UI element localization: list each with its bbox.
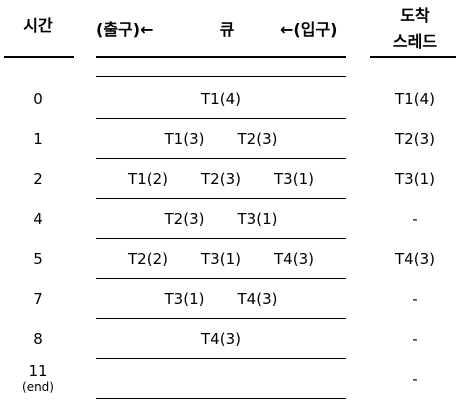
- queue-item: T2(3): [237, 130, 278, 148]
- queue-row: T2(3) T3(1): [96, 210, 346, 230]
- time-cell: 2: [33, 170, 43, 188]
- queue-item: T3(1): [201, 250, 241, 268]
- queue-row-divider: [96, 198, 346, 199]
- arrival-cell: -: [412, 290, 418, 308]
- queue-row: T3(1) T4(3): [96, 290, 346, 310]
- queue-item: T1(4): [201, 90, 241, 108]
- time-cell: 1: [33, 130, 43, 148]
- time-header-underline: [4, 56, 74, 58]
- queue-row-divider: [96, 278, 346, 279]
- arrival-cell: T3(1): [395, 170, 435, 188]
- queue-row: T4(3): [96, 330, 346, 350]
- arrival-cell: -: [412, 330, 418, 348]
- queue-item: T3(1): [164, 290, 205, 308]
- queue-item: T4(3): [237, 290, 278, 308]
- time-end-note: (end): [22, 380, 54, 394]
- time-header: 시간: [23, 16, 53, 35]
- queue-item: T1(3): [164, 130, 205, 148]
- arrival-header-line2: 스레드: [392, 32, 438, 51]
- queue-exit-label: (출구)←: [96, 20, 154, 39]
- queue-row-divider: [96, 318, 346, 319]
- time-cell: 8: [33, 330, 43, 348]
- queue-row: [96, 370, 346, 390]
- arrival-cell: -: [412, 370, 418, 388]
- queue-item: T4(3): [201, 330, 241, 348]
- arrival-header-underline: [370, 56, 456, 58]
- time-cell: 7: [33, 290, 43, 308]
- queue-item: T3(1): [274, 170, 314, 188]
- queue-entry-label: ←(입구): [280, 20, 338, 39]
- queue-top-border: [96, 76, 346, 77]
- queue-item: T2(2): [128, 250, 168, 268]
- arrival-header-line1: 도착: [400, 6, 430, 25]
- queue-row: T1(4): [96, 90, 346, 110]
- queue-item: T3(1): [237, 210, 278, 228]
- queue-item: T4(3): [274, 250, 314, 268]
- time-cell: 4: [33, 210, 43, 228]
- arrival-cell: -: [412, 210, 418, 228]
- queue-row-divider: [96, 158, 346, 159]
- queue-header: 큐: [219, 20, 235, 39]
- queue-row-divider: [96, 118, 346, 119]
- queue-item: T2(3): [201, 170, 241, 188]
- time-cell: 11: [28, 362, 48, 380]
- arrival-cell: T1(4): [395, 90, 435, 108]
- queue-row: T2(2) T3(1) T4(3): [96, 250, 346, 270]
- queue-row: T1(2) T2(3) T3(1): [96, 170, 346, 190]
- queue-header-underline: [96, 56, 346, 58]
- queue-row-divider: [96, 238, 346, 239]
- arrival-cell: T4(3): [395, 250, 435, 268]
- time-cell: 0: [33, 90, 43, 108]
- time-cell: 5: [33, 250, 43, 268]
- queue-row: T1(3) T2(3): [96, 130, 346, 150]
- queue-item: T1(2): [128, 170, 168, 188]
- arrival-cell: T2(3): [395, 130, 435, 148]
- queue-item: T2(3): [164, 210, 205, 228]
- queue-row-divider: [96, 398, 346, 399]
- queue-row-divider: [96, 358, 346, 359]
